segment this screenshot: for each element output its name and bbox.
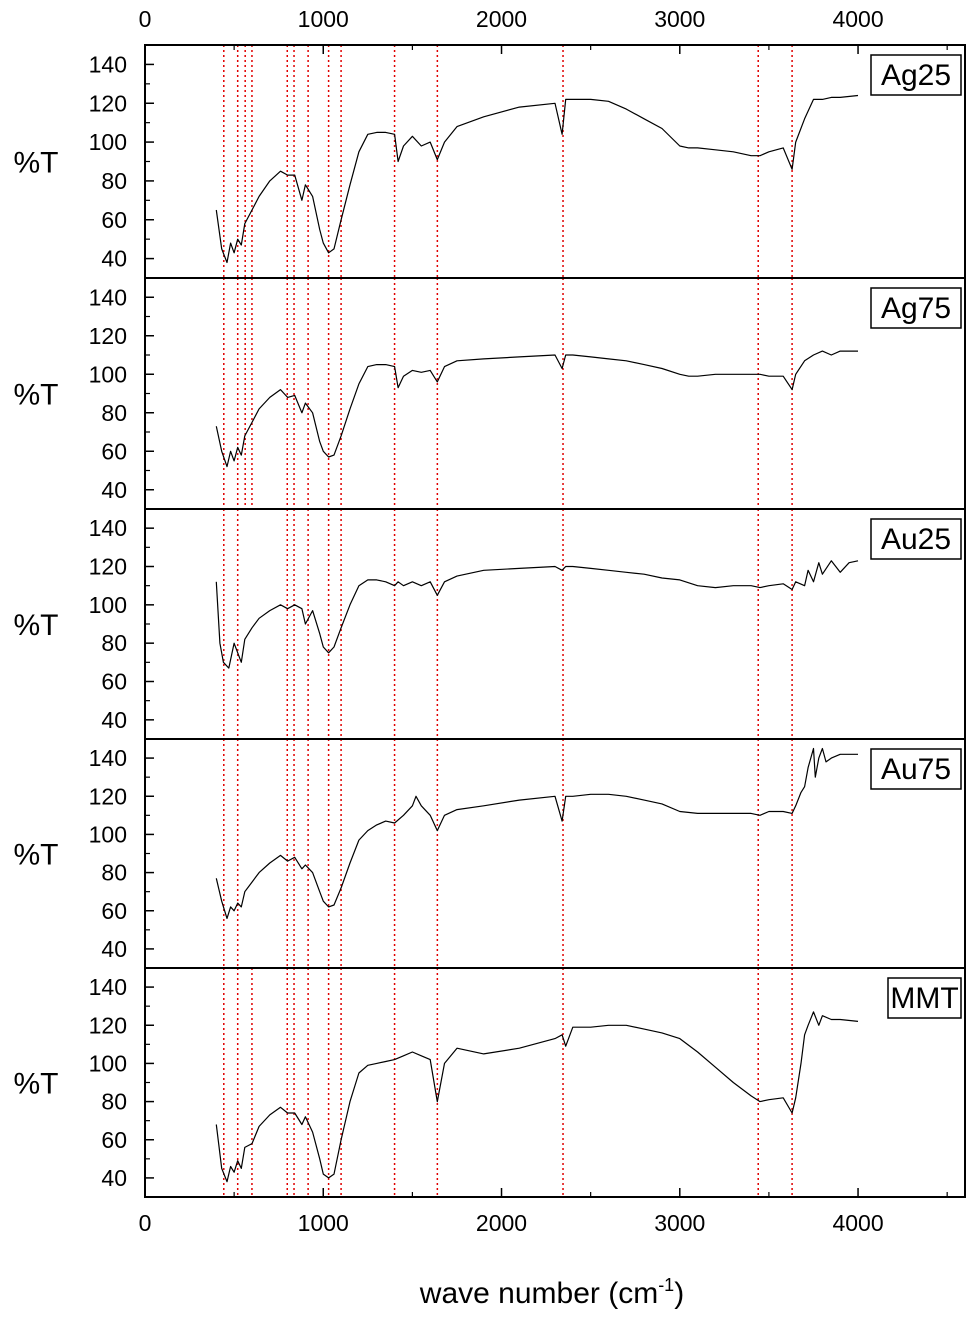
y-tick-label-40-panel-1: 40 xyxy=(101,246,127,272)
ticks-group xyxy=(144,45,948,1197)
y-tick-label-40-panel-3: 40 xyxy=(101,707,127,733)
x-tick-label-bottom-1000: 1000 xyxy=(298,1210,349,1236)
panel-label-au75: Au75 xyxy=(881,753,951,786)
spectrum-line-au25 xyxy=(215,560,859,669)
panel-label-box-ag25 xyxy=(870,54,962,96)
y-tick-label-140-panel-4: 140 xyxy=(89,745,127,771)
y-tick-label-140-panel-3: 140 xyxy=(89,515,127,541)
y-tick-label-120-panel-3: 120 xyxy=(89,554,127,580)
y-tick-label-40-panel-2: 40 xyxy=(101,477,127,503)
x-tick-label-bottom-0: 0 xyxy=(139,1210,152,1236)
panel-label-box-au25 xyxy=(870,518,962,560)
frame-group xyxy=(144,44,966,1198)
y-tick-label-40-panel-4: 40 xyxy=(101,936,127,962)
panel-label-ag25: Ag25 xyxy=(881,59,951,92)
x-tick-label-top-3000: 3000 xyxy=(654,6,705,32)
y-tick-label-60-panel-5: 60 xyxy=(101,1127,127,1153)
x-tick-label-bottom-4000: 4000 xyxy=(832,1210,883,1236)
x-tick-label-top-2000: 2000 xyxy=(476,6,527,32)
y-tick-label-80-panel-1: 80 xyxy=(101,168,127,194)
x-tick-label-top-1000: 1000 xyxy=(298,6,349,32)
spectra-group xyxy=(215,94,859,1183)
x-axis-title-close: ) xyxy=(674,1277,684,1310)
y-tick-label-60-panel-4: 60 xyxy=(101,898,127,924)
y-tick-label-40-panel-5: 40 xyxy=(101,1165,127,1191)
y-axis-title-panel-4: %T xyxy=(14,839,59,872)
y-tick-label-80-panel-4: 80 xyxy=(101,860,127,886)
y-axis-title-panel-1: %T xyxy=(14,147,59,180)
x-axis-title-superscript: -1 xyxy=(658,1275,674,1295)
y-tick-label-100-panel-2: 100 xyxy=(89,361,127,387)
y-tick-label-120-panel-4: 120 xyxy=(89,783,127,809)
y-tick-label-60-panel-2: 60 xyxy=(101,438,127,464)
y-axis-title-panel-2: %T xyxy=(14,379,59,412)
labels-group: 40 60 80 100 120 140 %T Ag25 40 60 80 100 120 140 %T Ag… xyxy=(14,6,962,1236)
x-tick-label-top-4000: 4000 xyxy=(832,6,883,32)
spectrum-line-au75 xyxy=(215,747,858,920)
y-tick-label-80-panel-2: 80 xyxy=(101,400,127,426)
y-tick-label-100-panel-3: 100 xyxy=(89,592,127,618)
y-axis-title-panel-5: %T xyxy=(14,1068,59,1101)
spectrum-line-ag25 xyxy=(215,94,859,264)
spectrum-line-mmt xyxy=(215,1011,859,1183)
panel-label-box-au75 xyxy=(870,748,962,790)
y-tick-label-120-panel-1: 120 xyxy=(89,90,127,116)
x-tick-label-bottom-2000: 2000 xyxy=(476,1210,527,1236)
panel-label-box-mmt xyxy=(887,977,962,1019)
y-axis-title-panel-3: %T xyxy=(14,609,59,642)
x-axis-title: wave number (cm-1) xyxy=(419,1275,684,1310)
spectrum-line-ag75 xyxy=(215,350,858,468)
y-tick-label-120-panel-2: 120 xyxy=(89,323,127,349)
y-tick-label-80-panel-5: 80 xyxy=(101,1089,127,1115)
panel-label-box-ag75 xyxy=(870,287,962,329)
y-tick-label-60-panel-3: 60 xyxy=(101,669,127,695)
panel-label-ag75: Ag75 xyxy=(881,292,951,325)
x-axis-title-main: wave number (cm xyxy=(419,1277,658,1310)
plot-frame xyxy=(144,44,966,1198)
x-tick-label-top-0: 0 xyxy=(139,6,152,32)
y-tick-label-120-panel-5: 120 xyxy=(89,1012,127,1038)
y-tick-label-140-panel-1: 140 xyxy=(89,51,127,77)
panel-label-mmt: MMT xyxy=(890,982,958,1015)
y-tick-label-100-panel-4: 100 xyxy=(89,821,127,847)
y-tick-label-140-panel-2: 140 xyxy=(89,284,127,310)
x-tick-label-bottom-3000: 3000 xyxy=(654,1210,705,1236)
y-tick-label-80-panel-3: 80 xyxy=(101,630,127,656)
panel-label-au25: Au25 xyxy=(881,523,951,556)
y-tick-label-100-panel-5: 100 xyxy=(89,1050,127,1076)
y-tick-label-60-panel-1: 60 xyxy=(101,207,127,233)
y-tick-label-100-panel-1: 100 xyxy=(89,129,127,155)
reference-lines-group xyxy=(223,45,793,1197)
y-tick-label-140-panel-5: 140 xyxy=(89,974,127,1000)
